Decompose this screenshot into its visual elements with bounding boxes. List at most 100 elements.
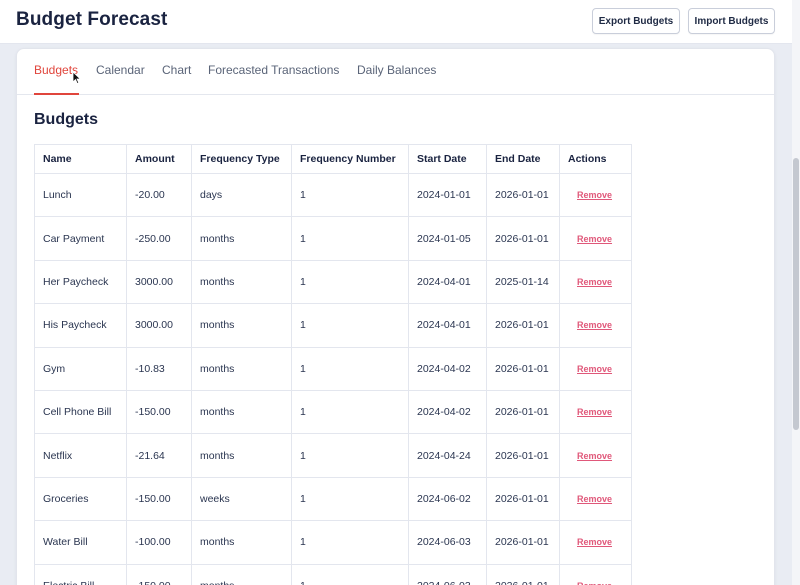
top-bar: Budget Forecast Export Budgets Import Bu… xyxy=(0,0,792,44)
cell-name: Car Payment xyxy=(34,216,127,261)
cell-amount: -10.83 xyxy=(126,346,192,391)
cell-frequency-type: weeks xyxy=(191,476,292,522)
cell-frequency-number: 1 xyxy=(291,346,409,391)
section-title: Budgets xyxy=(34,111,98,128)
cell-actions: Remove xyxy=(559,172,632,218)
table-header-row: Name Amount Frequency Type Frequency Num… xyxy=(34,144,632,174)
cell-frequency-type: months xyxy=(191,563,292,585)
mouse-cursor-icon xyxy=(72,71,82,85)
export-budgets-button[interactable]: Export Budgets xyxy=(592,8,680,34)
cell-frequency-type: months xyxy=(191,389,292,435)
column-header-name: Name xyxy=(34,144,127,174)
cell-end-date: 2026-01-01 xyxy=(486,563,560,585)
cell-amount: 3000.00 xyxy=(126,303,192,348)
table-row: Groceries -150.00 weeks 1 2024-06-02 2026-01-… xyxy=(34,476,632,522)
budgets-table: Name Amount Frequency Type Frequency Num… xyxy=(34,144,632,585)
cell-end-date: 2026-01-01 xyxy=(486,476,560,522)
cell-actions: Remove xyxy=(559,346,632,391)
cell-end-date: 2026-01-01 xyxy=(486,216,560,261)
cell-amount: -150.00 xyxy=(126,389,192,435)
cell-end-date: 2026-01-01 xyxy=(486,520,560,565)
cell-frequency-number: 1 xyxy=(291,259,409,305)
remove-button[interactable]: Remove xyxy=(577,450,613,461)
remove-button[interactable]: Remove xyxy=(577,233,613,244)
cell-frequency-number: 1 xyxy=(291,303,409,348)
cell-name: Lunch xyxy=(34,172,127,218)
column-header-frequency-number: Frequency Number xyxy=(291,144,409,174)
remove-button[interactable]: Remove xyxy=(577,320,613,331)
cell-start-date: 2024-04-02 xyxy=(408,346,487,391)
cell-start-date: 2024-06-03 xyxy=(408,520,487,565)
cell-amount: 3000.00 xyxy=(126,259,192,305)
remove-button[interactable]: Remove xyxy=(577,363,613,374)
tab-chart[interactable]: Chart xyxy=(162,63,192,77)
cell-frequency-number: 1 xyxy=(291,172,409,218)
scrollbar-thumb[interactable] xyxy=(793,158,799,430)
remove-button[interactable]: Remove xyxy=(577,190,613,201)
cell-name: Her Paycheck xyxy=(34,259,127,305)
cell-start-date: 2024-06-03 xyxy=(408,563,487,585)
cell-start-date: 2024-04-02 xyxy=(408,389,487,435)
tab-budgets[interactable]: Budgets xyxy=(34,63,79,77)
main-card: Budgets Calendar Chart Forecasted Transa… xyxy=(16,48,775,585)
cell-start-date: 2024-04-01 xyxy=(408,303,487,348)
remove-button[interactable]: Remove xyxy=(577,493,613,504)
cell-actions: Remove xyxy=(559,259,632,305)
remove-button[interactable]: Remove xyxy=(577,407,613,418)
cell-actions: Remove xyxy=(559,433,632,478)
table-row: Electric Bill-150.00months12024-06-03202… xyxy=(34,563,632,585)
cell-name: Groceries xyxy=(34,476,127,522)
cell-frequency-type: months xyxy=(191,259,292,305)
remove-button[interactable]: Remove xyxy=(577,276,613,287)
tab-calendar[interactable]: Calendar xyxy=(96,63,145,77)
cell-amount: -20.00 xyxy=(126,172,192,218)
table-row: Lunch -20.00 days 1 2024-01-01 2026-01-01 Remo… xyxy=(34,172,632,218)
cell-end-date: 2026-01-01 xyxy=(486,433,560,478)
cell-name: Netflix xyxy=(34,433,127,478)
cell-start-date: 2024-01-01 xyxy=(408,172,487,218)
cell-actions: Remove xyxy=(559,520,632,565)
table-row: Her Paycheck 3000.00 months 1 2024-04-01 2025… xyxy=(34,259,632,305)
import-budgets-button[interactable]: Import Budgets xyxy=(688,8,775,34)
cell-start-date: 2024-01-05 xyxy=(408,216,487,261)
cell-frequency-number: 1 xyxy=(291,389,409,435)
cell-end-date: 2026-01-01 xyxy=(486,303,560,348)
cell-actions: Remove xyxy=(559,216,632,261)
active-tab-indicator xyxy=(34,93,79,95)
remove-button[interactable]: Remove xyxy=(577,537,613,548)
cell-amount: -21.64 xyxy=(126,433,192,478)
tab-daily-balances[interactable]: Daily Balances xyxy=(357,63,437,77)
cell-amount: -100.00 xyxy=(126,520,192,565)
cell-start-date: 2024-04-24 xyxy=(408,433,487,478)
cell-frequency-number: 1 xyxy=(291,520,409,565)
tab-forecasted-transactions[interactable]: Forecasted Transactions xyxy=(208,63,340,77)
cell-amount: -150.00 xyxy=(126,476,192,522)
cell-start-date: 2024-04-01 xyxy=(408,259,487,305)
cell-name: Water Bill xyxy=(34,520,127,565)
cell-frequency-number: 1 xyxy=(291,216,409,261)
cell-frequency-number: 1 xyxy=(291,476,409,522)
column-header-amount: Amount xyxy=(126,144,192,174)
cell-end-date: 2026-01-01 xyxy=(486,389,560,435)
table-row: Netflix -21.64 months 1 2024-04-24 2026-01-01… xyxy=(34,433,632,478)
table-row: His Paycheck 3000.00 months 1 2024-04-01 2026… xyxy=(34,303,632,348)
cell-name: Gym xyxy=(34,346,127,391)
cell-frequency-number: 1 xyxy=(291,433,409,478)
cell-frequency-number: 1 xyxy=(291,563,409,585)
cell-frequency-type: months xyxy=(191,216,292,261)
remove-button[interactable]: Remove xyxy=(568,581,612,585)
cell-frequency-type: months xyxy=(191,346,292,391)
tab-bar: Budgets Calendar Chart Forecasted Transa… xyxy=(17,49,774,95)
table-row: Gym -10.83 months 1 2024-04-02 2026-01-01 Remo… xyxy=(34,346,632,391)
column-header-end-date: End Date xyxy=(486,144,560,174)
cell-name: His Paycheck xyxy=(34,303,127,348)
column-header-start-date: Start Date xyxy=(408,144,487,174)
cell-frequency-type: months xyxy=(191,433,292,478)
cell-frequency-type: days xyxy=(191,172,292,218)
cell-actions: Remove xyxy=(559,476,632,522)
cell-amount: -250.00 xyxy=(126,216,192,261)
cell-amount: -150.00 xyxy=(126,563,192,585)
column-header-frequency-type: Frequency Type xyxy=(191,144,292,174)
table-row: Water Bill -100.00 months 1 2024-06-03 2026-0… xyxy=(34,520,632,565)
cell-frequency-type: months xyxy=(191,303,292,348)
